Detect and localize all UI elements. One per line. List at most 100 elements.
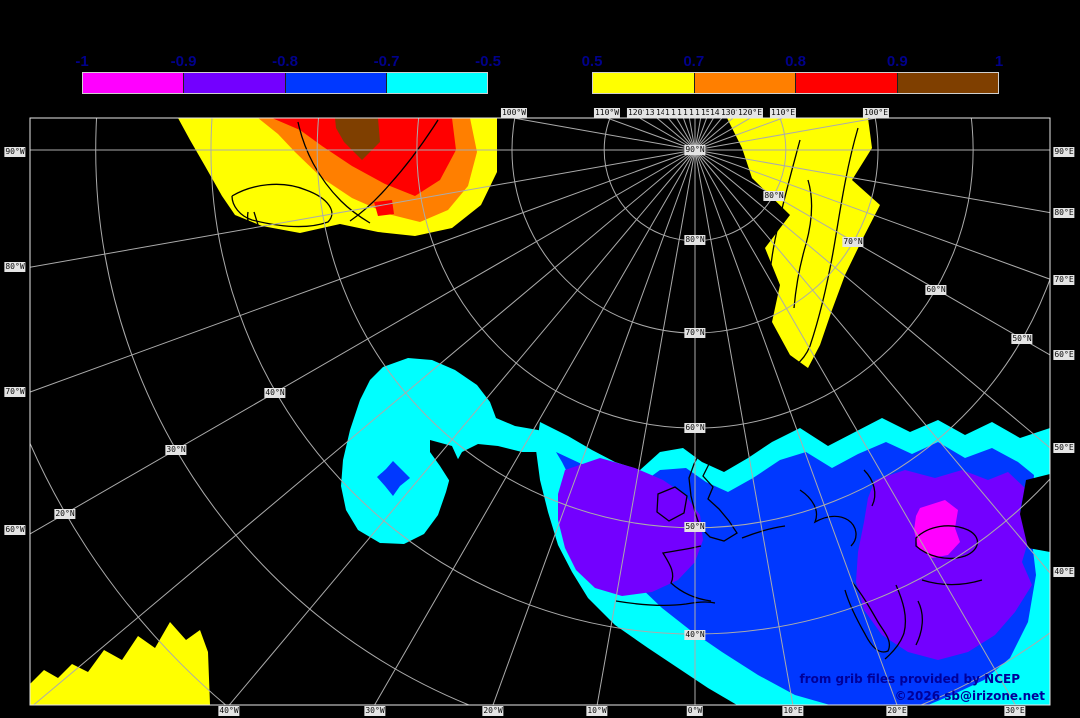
east-border-notch	[1020, 474, 1050, 552]
grid-label-90N: 90°N	[684, 145, 706, 155]
grid-label-70N: 70°N	[684, 328, 706, 338]
grid-label-0W: 0°W	[686, 706, 704, 716]
grid-label-10W: 10°W	[586, 706, 608, 716]
colorbar-positive-tick-label: 0.5	[581, 53, 603, 70]
coastline	[921, 579, 983, 586]
meridian-70	[694, 149, 1050, 280]
coastlines	[231, 119, 983, 660]
grid-label-110W: 110°W	[593, 108, 621, 118]
colorbar-negative-tick-label: -0.8	[272, 53, 298, 70]
colorbar-negative	[82, 72, 488, 94]
coastline	[656, 486, 688, 522]
coastline	[884, 584, 907, 660]
colorbar-negative-tick-label: -1	[75, 53, 89, 70]
colorbar-positive-segment-0	[593, 73, 695, 93]
grid-label-120E: 120°E	[736, 108, 764, 118]
meridian--100	[510, 118, 696, 151]
colorbar-positive-tick-label: 1	[994, 53, 1004, 70]
grid-label-60N: 60°N	[925, 285, 947, 295]
atlantic-hook-hole	[430, 440, 462, 488]
grid-label-90E: 90°E	[1053, 147, 1075, 157]
meridian--30	[373, 149, 696, 705]
coastline	[915, 600, 923, 646]
grid-label-40N: 40°N	[264, 388, 286, 398]
meridian--20	[492, 149, 696, 705]
grid-label-60N: 60°N	[684, 423, 706, 433]
grid-label-10E: 10°E	[782, 706, 804, 716]
coastline	[297, 121, 371, 224]
coastline	[799, 489, 857, 547]
meridian-10	[694, 149, 794, 705]
coastline	[246, 211, 264, 238]
meridian-100	[694, 118, 880, 151]
colorbar-negative-tick-label: -0.5	[475, 53, 501, 70]
meridian--40	[228, 149, 696, 705]
colorbar-positive-segment-2	[796, 73, 898, 93]
grid-label-30E: 30°E	[1004, 706, 1026, 716]
grid-label-80W: 80°W	[4, 262, 26, 272]
meridian-30	[694, 149, 1017, 705]
coastline	[661, 545, 712, 602]
coastline	[844, 581, 891, 653]
coastline	[349, 119, 439, 222]
grid-label-80N: 80°N	[684, 235, 706, 245]
attribution-copyright: ©2026 sb@irizone.net	[894, 689, 1045, 703]
coastline	[688, 450, 738, 542]
grid-label-110E: 110°E	[769, 108, 797, 118]
coastline	[915, 525, 979, 560]
colorbar-positive-tick-label: 0.9	[886, 53, 908, 70]
meridian-40	[694, 149, 1050, 574]
attribution-source: from grib files provided by NCEP	[799, 672, 1020, 686]
grid-label-50E: 50°E	[1053, 443, 1075, 453]
colorbar-positive-segment-1	[694, 73, 796, 93]
grid-label-50N: 50°N	[1011, 334, 1033, 344]
meridian--10	[596, 149, 696, 705]
meridian-50	[694, 149, 1050, 449]
grid-label-130E: 130°E	[719, 108, 747, 118]
atlantic-hook-blue-spot	[377, 461, 410, 496]
meridian-80	[694, 149, 1050, 214]
grid-label-40E: 40°E	[1053, 567, 1075, 577]
coastline	[231, 183, 333, 228]
grid-label-70W: 70°W	[4, 387, 26, 397]
colorbar-negative-segment-1	[184, 73, 286, 93]
meridian-60	[694, 149, 1050, 356]
grid-label-40W: 40°W	[218, 706, 240, 716]
grid-label-60E: 60°E	[1053, 350, 1075, 360]
coastline	[793, 179, 813, 309]
grid-label-30N: 30°N	[165, 445, 187, 455]
grid-label-60W: 60°W	[4, 525, 26, 535]
colorbar-negative-segment-2	[285, 73, 387, 93]
grid-label-50N: 50°N	[684, 522, 706, 532]
coastline	[615, 600, 716, 607]
grid-label-20E: 20°E	[886, 706, 908, 716]
meridian--70	[30, 149, 696, 393]
meridian--80	[30, 149, 696, 268]
map-frame-border	[29, 117, 1051, 706]
grid-label-120W: 120°W	[626, 108, 654, 118]
grid-label-100E: 100°E	[862, 108, 890, 118]
grid-label-20W: 20°W	[482, 706, 504, 716]
grid-label-20N: 20°N	[54, 509, 76, 519]
coastline	[863, 469, 876, 507]
grid-label-80E: 80°E	[1053, 208, 1075, 218]
southwest-yellow	[30, 622, 210, 705]
colorbar-negative-segment-0	[83, 73, 185, 93]
meridian-20	[694, 149, 898, 705]
atlantic-purple	[558, 458, 703, 596]
coastline	[741, 525, 786, 539]
colorbar-negative-segment-3	[386, 73, 487, 93]
blacksea-magenta	[914, 500, 960, 558]
colorbar-positive	[592, 72, 999, 94]
grid-label-90W: 90°W	[4, 147, 26, 157]
colorbar-positive-tick-label: 0.8	[785, 53, 806, 70]
colorbar-negative-tick-label: -0.9	[170, 53, 197, 70]
grid-label-80N: 80°N	[763, 191, 785, 201]
colorbar-positive-tick-label: 0.7	[683, 53, 705, 70]
grid-label-30W: 30°W	[364, 706, 386, 716]
colorbar-positive-segment-3	[897, 73, 998, 93]
